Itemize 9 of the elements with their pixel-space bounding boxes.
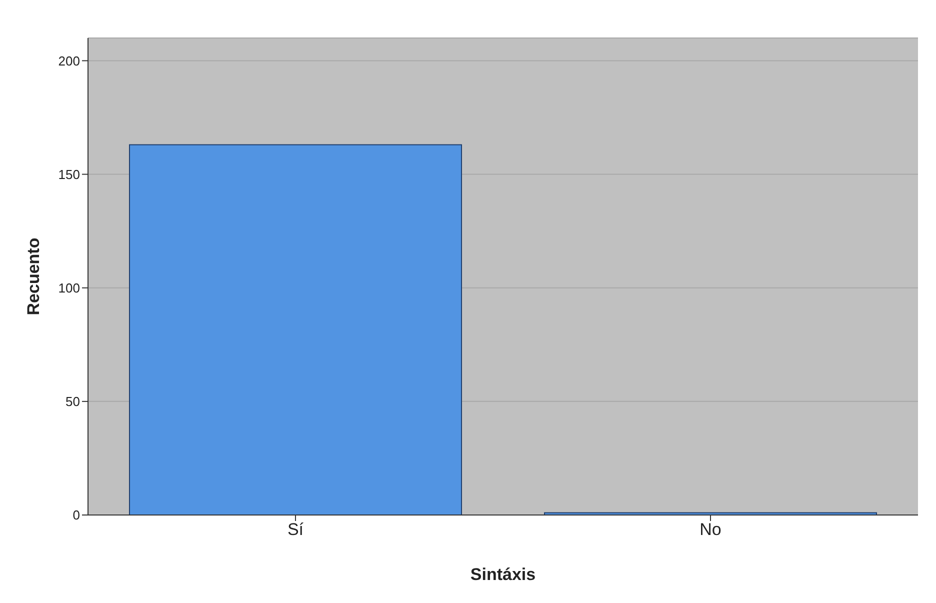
y-tick-label: 200: [58, 53, 80, 68]
y-tick-label: 50: [66, 394, 80, 410]
y-tick-label: 150: [58, 166, 80, 182]
x-tick-label: Sí: [287, 520, 304, 540]
y-tick-label: 0: [72, 508, 80, 523]
x-axis-title: Sintáxis: [470, 565, 536, 584]
x-tick-label: No: [700, 520, 722, 540]
y-axis-title: Recuento: [24, 238, 44, 316]
y-tick-label: 100: [58, 280, 80, 296]
